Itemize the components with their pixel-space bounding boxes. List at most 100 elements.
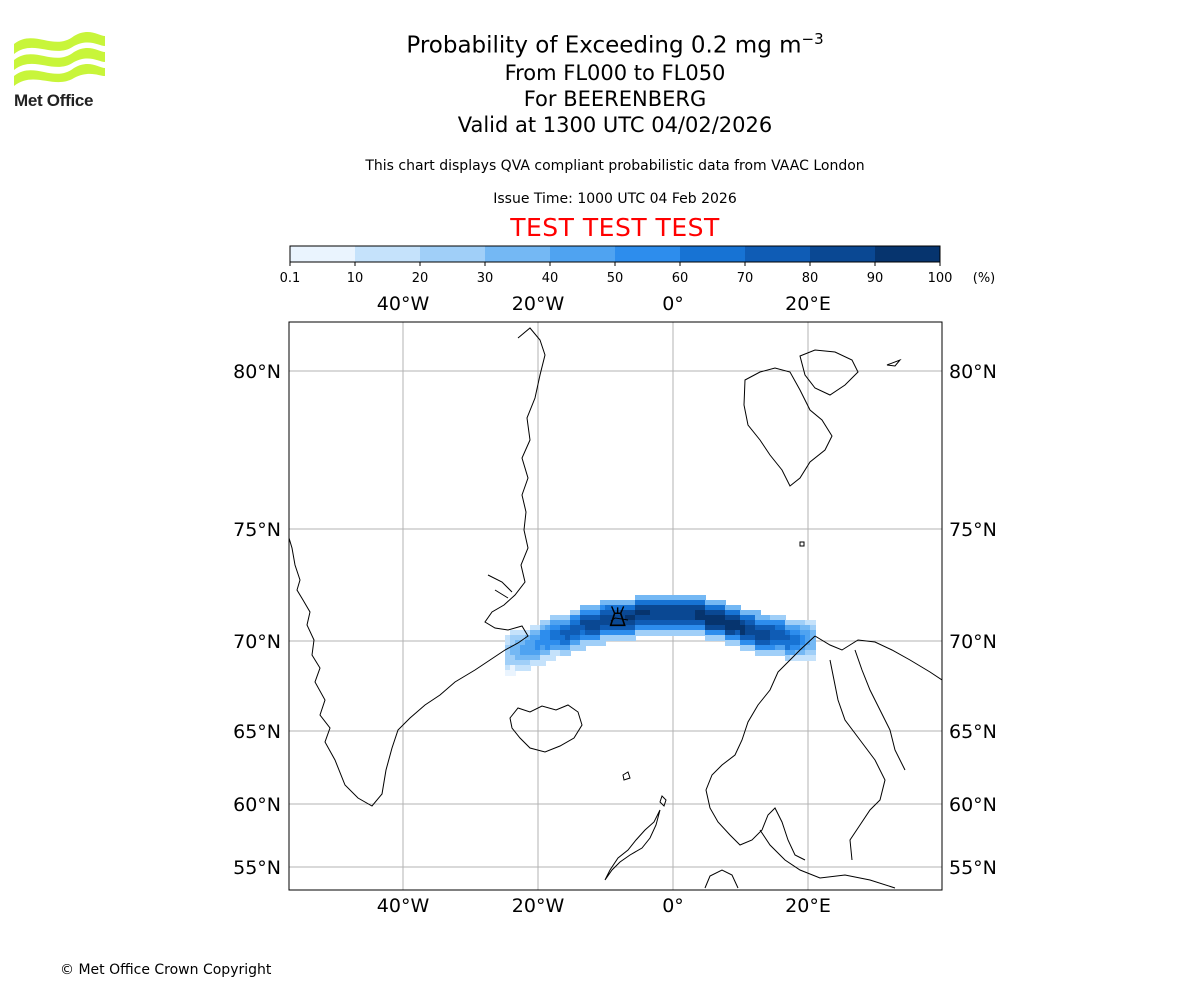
plume-cell [535, 650, 541, 656]
plume-cell [670, 625, 676, 631]
sweden-finland-border [829, 649, 906, 861]
plume-cell [510, 650, 516, 656]
plume-cell [645, 595, 651, 601]
plume-cell [590, 640, 596, 646]
plume-cell [570, 640, 576, 646]
plume-cell [790, 620, 796, 626]
plume-cell [715, 630, 721, 636]
plume-cell [700, 630, 706, 636]
plume-cell [610, 610, 616, 616]
plume-cell [565, 625, 571, 631]
plume-cell [800, 620, 806, 626]
plume-cell [780, 645, 786, 651]
plume-cell [640, 595, 646, 601]
plume-cell [515, 645, 521, 651]
plume-cell [670, 600, 676, 606]
plume-cell [545, 650, 551, 656]
plume-cell [555, 625, 561, 631]
plume-cell [675, 605, 681, 611]
copyright: © Met Office Crown Copyright [60, 962, 272, 978]
plume-cell [610, 630, 616, 636]
plume-cell [795, 655, 801, 661]
plume-cell [600, 625, 606, 631]
plume-cell [740, 630, 746, 636]
colorbar-segment [420, 246, 486, 262]
plume-cell [645, 600, 651, 606]
plume-cell [750, 640, 756, 646]
plume-cell [770, 625, 776, 631]
plume-cell [685, 620, 691, 626]
plume-cell [560, 630, 566, 636]
colorbar-tick-label: 30 [477, 271, 494, 286]
plume-cell [805, 645, 811, 651]
plume-cell [685, 605, 691, 611]
greenland-fjord [487, 574, 513, 599]
plume-cell [645, 610, 651, 616]
volcano-marker-icon [609, 606, 626, 627]
plume-cell [625, 620, 631, 626]
plume-cell [530, 640, 536, 646]
plume-cell [515, 635, 521, 641]
plume-cell [570, 635, 576, 641]
plume-cell [775, 645, 781, 651]
plume-cell [660, 625, 666, 631]
title-exponent: −3 [801, 30, 824, 48]
plume-cell [575, 630, 581, 636]
plume-cell [725, 605, 731, 611]
plume-cell [595, 625, 601, 631]
plume-cell [785, 655, 791, 661]
plume-cell [775, 635, 781, 641]
plume-cell [745, 640, 751, 646]
plume-cell [510, 630, 516, 636]
plume-cell [690, 630, 696, 636]
plume-cell [710, 630, 716, 636]
plume-cell [510, 640, 516, 646]
plume-cell [700, 620, 706, 626]
plume-cell [600, 635, 606, 641]
plume-cell [620, 630, 626, 636]
plume-cell [525, 645, 531, 651]
plume-cell [625, 600, 631, 606]
plume-cell [580, 625, 586, 631]
lat-label-left: 55°N [233, 857, 281, 879]
plume-cell [560, 620, 566, 626]
plume-cell [750, 610, 756, 616]
plume-cell [625, 605, 631, 611]
plume-cell [695, 620, 701, 626]
plume-cell [800, 630, 806, 636]
plume-cell [555, 640, 561, 646]
plume-cell [535, 640, 541, 646]
colorbar-segment [615, 246, 681, 262]
plume-cell [590, 620, 596, 626]
baltic-coast [759, 829, 896, 889]
plume-cell [805, 635, 811, 641]
plume-cell [805, 625, 811, 631]
plume-cell [695, 610, 701, 616]
plume-cell [630, 630, 636, 636]
plume-cell [640, 615, 646, 621]
plume-cell [785, 630, 791, 636]
plume-cell [585, 615, 591, 621]
colorbar-tick-label: 0.1 [280, 271, 301, 286]
plume-cell [670, 615, 676, 621]
plume-cell [795, 620, 801, 626]
plume-cell [625, 610, 631, 616]
plume-cell [700, 625, 706, 631]
plume-cell [605, 625, 611, 631]
plume-cell [605, 635, 611, 641]
plume-cell [780, 640, 786, 646]
plume-cell [795, 635, 801, 641]
plume-cell [700, 605, 706, 611]
plume-cell [690, 625, 696, 631]
shetland-coast [659, 795, 667, 807]
plume-cell [685, 625, 691, 631]
plume-cell [665, 615, 671, 621]
plume-cell [745, 645, 751, 651]
plume-cell [660, 630, 666, 636]
plume-cell [770, 640, 776, 646]
plume-cell [680, 625, 686, 631]
plume-cell [680, 615, 686, 621]
plume-cell [755, 630, 761, 636]
plume-cell [785, 640, 791, 646]
plume-cell [535, 660, 541, 666]
